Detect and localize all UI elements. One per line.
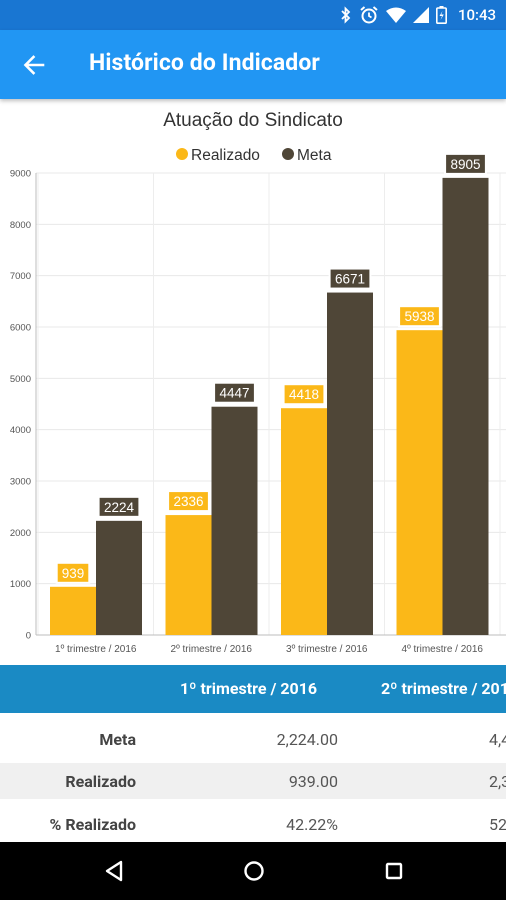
chart-area: Atuação do Sindicato Realizado Meta 0 1000 20…	[0, 99, 506, 665]
nav-back-button[interactable]	[99, 856, 129, 886]
status-time: 10:43	[457, 6, 496, 24]
bar-meta	[442, 177, 489, 636]
bar-meta	[96, 520, 142, 635]
table-row: Meta 2,224.00 4,447.00	[0, 713, 506, 763]
data-label: 5938	[404, 309, 434, 324]
y-tick-label: 4000	[10, 425, 31, 436]
bar-meta	[327, 292, 373, 635]
data-label-box	[398, 305, 441, 328]
bar-chart: Atuação do Sindicato Realizado Meta 0 1000 20…	[10, 110, 506, 655]
legend-marker	[176, 148, 188, 160]
data-label: 4418	[289, 387, 319, 402]
x-tick-label: 1º trimestre / 2016	[55, 644, 137, 655]
bluetooth-icon	[341, 6, 351, 24]
row-value: 42.22%	[286, 815, 338, 834]
table-row: Realizado 939.00 2,336.00	[0, 763, 506, 799]
nav-home-icon	[244, 861, 264, 881]
bar-realizado	[165, 515, 212, 635]
signal-icon	[412, 7, 429, 23]
arrow-back-icon	[23, 55, 45, 75]
bar-realizado	[396, 330, 443, 635]
data-label: 2224	[104, 500, 135, 515]
data-label-box	[328, 267, 372, 290]
data-label: 6671	[335, 272, 365, 287]
y-tick-label: 0	[26, 631, 31, 642]
column-header: 1º trimestre / 2016	[180, 679, 318, 698]
y-tick-label: 7000	[10, 271, 31, 282]
y-tick-label: 6000	[10, 323, 31, 334]
data-label: 939	[62, 566, 85, 581]
legend-marker	[282, 148, 294, 160]
legend-label: Meta	[297, 147, 332, 164]
data-label-box	[282, 383, 326, 406]
data-label: 8905	[450, 157, 480, 172]
y-tick-label: 5000	[10, 374, 31, 385]
data-label-box	[213, 381, 256, 404]
row-label: Realizado	[65, 772, 136, 791]
wifi-icon	[385, 7, 406, 23]
data-label-box	[167, 490, 210, 513]
data-label: 2336	[173, 494, 203, 509]
data-label: 4447	[219, 386, 249, 401]
status-icons: 10:43	[340, 4, 496, 26]
page-title: Histórico do Indicador	[89, 49, 320, 76]
row-label: % Realizado	[49, 815, 136, 834]
nav-home-button[interactable]	[239, 856, 269, 886]
table-row: % Realizado 42.22% 52.53%	[0, 799, 506, 842]
nav-recent-icon	[385, 862, 403, 880]
row-value: 2,336.00	[489, 772, 506, 791]
row-value: 939.00	[288, 772, 338, 791]
legend-label: Realizado	[191, 147, 260, 164]
row-label: Meta	[99, 730, 136, 749]
row-value: 52.53%	[489, 815, 506, 834]
alarm-icon	[360, 6, 378, 24]
y-tick-label: 8000	[10, 220, 31, 231]
x-tick-label: 2º trimestre / 2016	[171, 644, 253, 655]
bar-realizado	[281, 408, 327, 635]
nav-recent-button[interactable]	[379, 856, 409, 886]
x-tick-label: 3º trimestre / 2016	[286, 644, 368, 655]
row-value: 2,224.00	[276, 730, 338, 749]
table-header: 1º trimestre / 2016 2º trimestre / 2016	[0, 665, 506, 713]
y-tick-label: 9000	[10, 169, 31, 180]
data-label-box	[444, 152, 487, 175]
y-tick-label: 2000	[10, 528, 31, 539]
app-bar: Histórico do Indicador	[0, 30, 506, 99]
column-header: 2º trimestre / 2016	[381, 679, 506, 698]
battery-icon	[435, 6, 447, 24]
x-tick-label: 4º trimestre / 2016	[402, 644, 484, 655]
data-label-box	[97, 495, 141, 518]
row-value: 4,447.00	[489, 730, 506, 749]
y-tick-label: 3000	[10, 477, 31, 488]
data-label-box	[55, 561, 91, 584]
nav-back-icon	[105, 860, 123, 882]
chart-title: Atuação do Sindicato	[163, 110, 343, 131]
y-tick-label: 1000	[10, 579, 31, 590]
status-bar: 10:43	[0, 0, 506, 30]
bar-meta	[211, 406, 258, 635]
navigation-bar	[0, 842, 506, 900]
back-button[interactable]	[14, 48, 54, 82]
bar-realizado	[50, 586, 96, 635]
